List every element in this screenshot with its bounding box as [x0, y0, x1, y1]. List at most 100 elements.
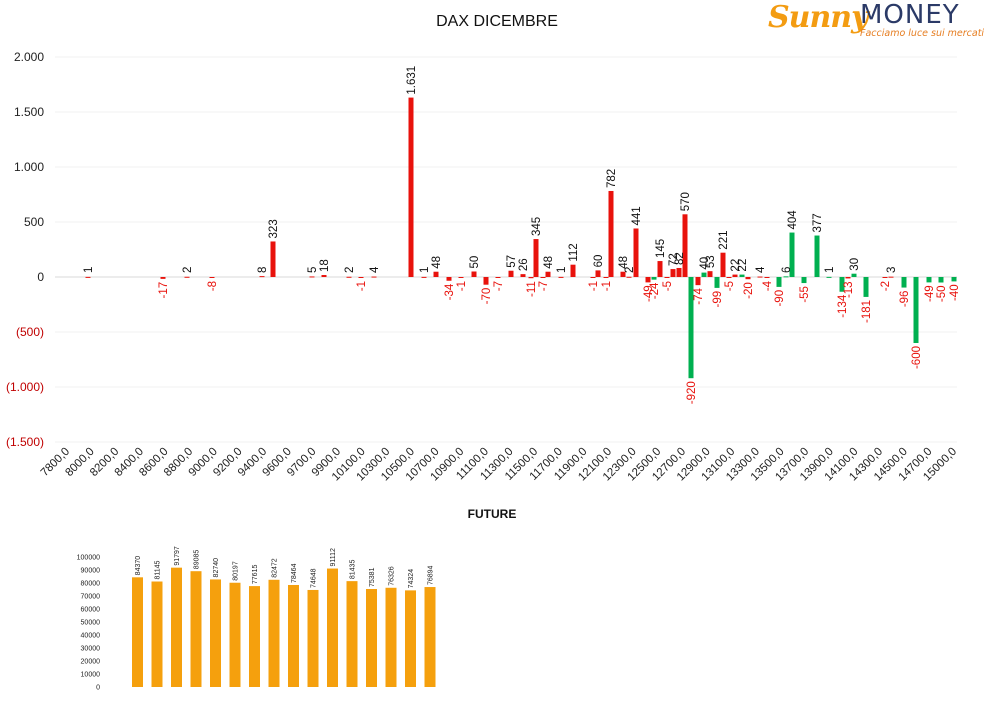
y-tick-label: (1.000)	[6, 380, 44, 394]
data-label: -920	[686, 381, 698, 404]
future-bar	[424, 587, 436, 687]
bar	[745, 277, 751, 280]
future-y-tick-label: 0	[96, 685, 100, 692]
bar	[645, 277, 651, 283]
data-label: -49	[643, 285, 655, 302]
future-data-label: 74648	[311, 568, 318, 588]
data-label: 112	[568, 243, 580, 261]
logo-tagline: Facciamo luce sui mercati	[860, 28, 985, 39]
future-data-label: 74324	[408, 569, 415, 589]
y-tick-label: 500	[24, 215, 44, 229]
bar	[714, 277, 720, 288]
data-label: 345	[531, 217, 543, 236]
data-label: 18	[319, 259, 331, 272]
data-label: -4	[762, 280, 774, 291]
bar	[270, 241, 276, 277]
bar	[901, 277, 907, 288]
future-bar	[366, 589, 377, 687]
logo-money-text: MONEY	[860, 0, 960, 30]
future-y-tick-label: 70000	[81, 594, 101, 601]
data-label: 2	[624, 267, 636, 273]
bar	[85, 276, 91, 278]
data-label: -34	[444, 283, 456, 300]
data-label: -1	[588, 281, 600, 291]
bar	[458, 277, 464, 278]
data-label: 1	[556, 267, 568, 273]
bar	[863, 277, 869, 297]
data-label: 40	[699, 257, 711, 270]
y-tick-label: 1.500	[14, 105, 44, 119]
data-label: -5	[662, 281, 674, 291]
future-data-label: 76894	[428, 565, 435, 585]
bar	[695, 277, 701, 286]
bar	[707, 271, 713, 277]
y-tick-label: 2.000	[14, 50, 44, 64]
bar	[570, 264, 576, 277]
data-label: 48	[618, 256, 630, 269]
bar	[209, 277, 215, 278]
bar	[814, 235, 820, 277]
bar	[626, 276, 632, 278]
bar	[720, 252, 726, 277]
data-label: 22	[737, 259, 749, 272]
bar	[595, 270, 601, 277]
bar	[471, 271, 477, 277]
bar	[321, 275, 327, 277]
bar	[839, 277, 845, 292]
data-label: -40	[949, 284, 961, 301]
data-label: 30	[849, 258, 861, 271]
bar	[764, 277, 770, 278]
data-label: 72	[668, 253, 680, 266]
bar	[495, 277, 501, 278]
future-y-tick-label: 80000	[81, 581, 101, 588]
future-bar	[307, 589, 319, 687]
bar	[670, 269, 676, 277]
bar	[633, 228, 639, 277]
y-tick-label: (1.500)	[6, 435, 44, 449]
bar	[826, 276, 832, 278]
data-label: -2	[880, 281, 892, 291]
data-label: 50	[469, 256, 481, 269]
bar	[590, 277, 596, 278]
data-label: -20	[743, 282, 755, 299]
future-data-label: 91797	[174, 546, 181, 566]
bars	[85, 97, 957, 379]
bar	[801, 277, 807, 284]
bar	[951, 277, 957, 282]
bar	[558, 276, 564, 278]
future-data-label: 91112	[330, 548, 337, 567]
future-data-label: 82472	[272, 558, 279, 578]
data-label: 404	[787, 210, 799, 230]
bar	[739, 274, 745, 277]
y-tick-label: 1.000	[14, 160, 44, 174]
data-label: 3	[886, 267, 898, 273]
future-bar	[268, 579, 280, 687]
sunny-money-logo: Sunny MONEY Facciamo luce sui mercati	[768, 0, 988, 42]
bar	[688, 277, 694, 379]
future-y-axis-ticks: 1000009000080000700006000050000400003000…	[77, 555, 100, 692]
y-axis-ticks: 2.000 1.500 1.000 500 0 (500) (1.000) (1.500)	[6, 50, 44, 449]
grid-lines	[55, 56, 957, 443]
data-label: -49	[924, 285, 936, 302]
bar	[603, 277, 609, 278]
future-data-label: 81435	[350, 560, 357, 580]
data-label: 145	[655, 239, 667, 258]
data-label: 26	[518, 258, 530, 271]
bar	[259, 276, 265, 278]
data-label: -96	[899, 291, 911, 308]
data-label: 4	[755, 266, 767, 273]
future-bar	[288, 584, 299, 687]
future-y-tick-label: 50000	[81, 620, 101, 627]
future-data-label: 81145	[155, 560, 162, 579]
data-label: 57	[506, 255, 518, 268]
bar	[620, 271, 626, 277]
bar	[776, 277, 782, 287]
data-label: 221	[718, 231, 730, 250]
data-label: 2	[182, 267, 194, 273]
y-tick-label: 0	[37, 270, 44, 284]
future-data-label: 75381	[369, 567, 376, 587]
data-label: 4	[369, 266, 381, 273]
bar	[371, 276, 377, 278]
data-label: 8	[257, 267, 269, 273]
